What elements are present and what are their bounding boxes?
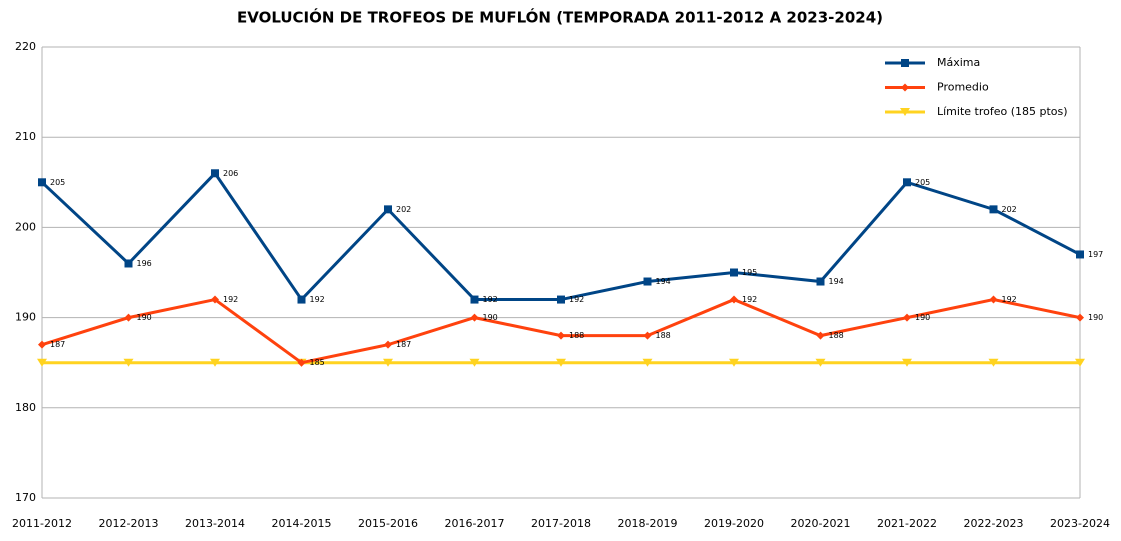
data-label: 188 — [829, 331, 844, 340]
marker — [643, 331, 652, 340]
marker — [1076, 313, 1084, 322]
data-label: 190 — [915, 313, 930, 322]
marker — [1075, 358, 1085, 367]
x-tick-label: 2012-2013 — [99, 517, 159, 530]
data-label: 194 — [829, 277, 844, 286]
marker — [124, 313, 133, 322]
marker — [729, 358, 739, 367]
y-tick-label: 210 — [15, 130, 36, 143]
marker — [902, 358, 912, 367]
marker — [469, 358, 480, 367]
legend-label: Promedio — [937, 81, 989, 94]
data-label: 188 — [656, 331, 671, 340]
marker — [989, 205, 998, 214]
marker — [383, 358, 393, 367]
marker — [124, 259, 133, 268]
x-tick-label: 2022-2023 — [964, 517, 1024, 530]
x-tick-label: 2017-2018 — [531, 517, 591, 530]
marker — [901, 59, 909, 67]
marker — [297, 295, 306, 304]
data-label: 192 — [223, 295, 238, 304]
data-label: 190 — [137, 313, 152, 322]
marker — [815, 358, 826, 367]
x-tick-label: 2023-2024 — [1050, 517, 1110, 530]
data-label: 188 — [569, 331, 584, 340]
marker — [557, 331, 565, 340]
data-label: 202 — [396, 205, 411, 214]
data-label: 187 — [50, 340, 65, 349]
data-label: 197 — [1088, 250, 1103, 259]
x-tick-label: 2015-2016 — [358, 517, 418, 530]
y-tick-label: 180 — [15, 401, 36, 414]
marker — [988, 358, 999, 367]
marker — [642, 358, 653, 367]
data-label: 205 — [50, 178, 65, 187]
data-label: 192 — [1002, 295, 1017, 304]
x-tick-label: 2020-2021 — [791, 517, 851, 530]
marker — [816, 277, 825, 286]
data-label: 192 — [483, 295, 498, 304]
marker — [211, 169, 219, 178]
data-label: 190 — [1088, 313, 1103, 322]
data-label: 194 — [656, 277, 671, 286]
marker — [38, 178, 46, 187]
data-label: 187 — [396, 340, 411, 349]
data-label: 190 — [483, 313, 498, 322]
data-label: 192 — [310, 295, 325, 304]
marker — [384, 205, 392, 214]
marker — [989, 295, 998, 304]
marker — [38, 340, 46, 349]
x-tick-label: 2019-2020 — [704, 517, 764, 530]
legend-label: Máxima — [937, 56, 980, 69]
y-tick-label: 200 — [15, 220, 36, 233]
marker — [903, 313, 911, 322]
marker — [900, 108, 910, 116]
data-label: 195 — [742, 268, 757, 277]
marker — [123, 358, 134, 367]
x-tick-label: 2011-2012 — [12, 517, 72, 530]
x-tick-label: 2021-2022 — [877, 517, 937, 530]
chart-title: EVOLUCIÓN DE TROFEOS DE MUFLÓN (TEMPORAD… — [237, 8, 883, 27]
y-tick-label: 220 — [15, 40, 36, 53]
marker — [901, 83, 909, 92]
marker — [384, 340, 392, 349]
marker — [730, 268, 738, 277]
marker — [470, 295, 479, 304]
marker — [297, 358, 306, 367]
marker — [210, 358, 220, 367]
data-label: 192 — [569, 295, 584, 304]
legend-label: Límite trofeo (185 ptos) — [937, 105, 1068, 118]
data-label: 185 — [310, 358, 325, 367]
data-label: 205 — [915, 178, 930, 187]
marker — [470, 313, 479, 322]
data-label: 206 — [223, 169, 238, 178]
series-line — [40, 170, 1081, 302]
marker — [557, 295, 565, 304]
marker — [1076, 250, 1084, 259]
marker — [730, 295, 738, 304]
marker — [37, 358, 47, 367]
marker — [211, 295, 219, 304]
marker — [556, 358, 566, 367]
marker — [816, 331, 825, 340]
y-tick-label: 170 — [15, 491, 36, 504]
x-tick-label: 2013-2014 — [185, 517, 245, 530]
series-line — [41, 297, 1081, 365]
data-label: 192 — [742, 295, 757, 304]
x-tick-label: 2014-2015 — [272, 517, 332, 530]
data-label: 196 — [137, 259, 152, 268]
marker — [643, 277, 652, 286]
x-tick-label: 2016-2017 — [445, 517, 505, 530]
y-tick-label: 190 — [15, 311, 36, 324]
data-label: 202 — [1002, 205, 1017, 214]
marker — [903, 178, 911, 187]
x-tick-label: 2018-2019 — [618, 517, 678, 530]
